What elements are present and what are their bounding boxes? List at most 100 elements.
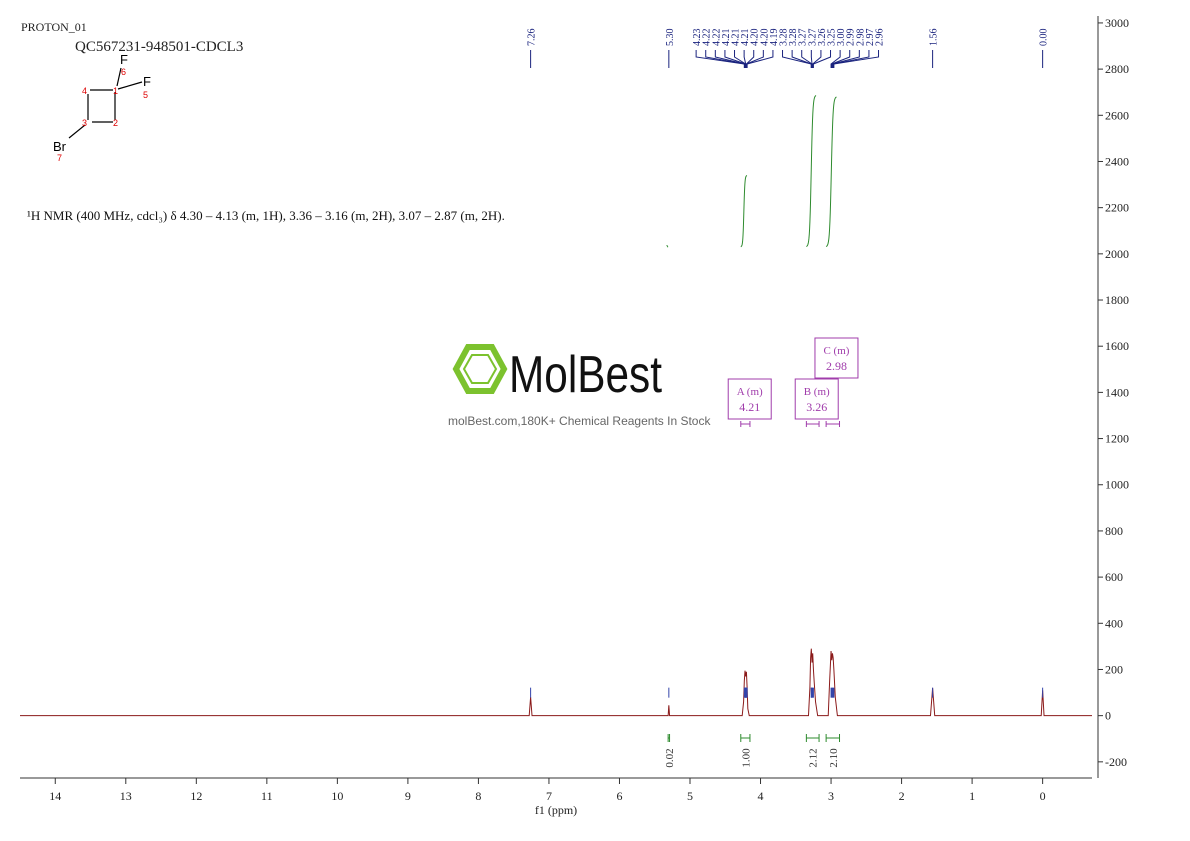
experiment-title: PROTON_01 [21,20,87,34]
x-tick-label: 12 [190,789,202,803]
peak-label: 4.23 [692,29,703,47]
x-tick-label: 9 [405,789,411,803]
y-tick-label: 800 [1105,524,1123,538]
multiplet-range [740,421,751,427]
peak-leader [743,50,747,68]
integral-curve [825,96,837,247]
x-tick-label: 0 [1040,789,1046,803]
nmr-description: ¹H NMR (400 MHz, cdcl₃) δ 4.30 – 4.13 (m… [27,208,505,223]
atom-label: F [143,74,151,89]
multiplet-label: A (m) [737,386,763,398]
integral-label: 1.00 [740,748,752,768]
multiplet-shift: 3.26 [806,400,827,414]
spectrum-line [20,648,1092,717]
peak-label: 4.21 [721,29,732,47]
atom-number: 4 [82,86,87,96]
peak-label: 4.21 [740,29,751,47]
multiplet-box [814,337,859,379]
y-tick-label: 400 [1105,616,1123,630]
integral-curve [740,175,748,248]
peak-label: 3.25 [827,29,838,47]
x-tick-label: 14 [49,789,61,803]
x-tick-label: 7 [546,789,552,803]
peak-label: 4.20 [759,29,770,47]
multiplet-range [805,421,820,427]
peak-leader [745,50,764,68]
x-tick-label: 6 [616,789,622,803]
peak-leader [833,50,880,68]
y-tick-label: 2200 [1105,201,1129,215]
atom-number: 7 [57,153,62,163]
x-axis-label: f1 (ppm) [535,803,577,817]
integral-bracket [740,734,751,742]
y-tick-label: 1600 [1105,339,1129,353]
x-tick-label: 10 [331,789,343,803]
peak-label: 4.22 [702,29,713,47]
peak-leader [695,50,745,68]
x-tick-label: 5 [687,789,693,803]
bond [117,81,143,90]
atom-number: 1 [113,86,118,96]
sample-name: QC567231-948501-CDCL3 [75,39,243,55]
atom-label: F [120,52,128,67]
atom-number: 6 [121,67,126,77]
integral-label: 2.10 [828,748,840,768]
multiplet-label: C (m) [823,345,849,357]
integral-bracket [825,734,841,742]
y-tick-label: 2600 [1105,108,1129,122]
peak-label: 5.30 [665,29,676,47]
x-tick-label: 8 [475,789,481,803]
integral-curve [666,244,669,248]
multiplet-label: B (m) [804,386,830,398]
y-tick-label: 2800 [1105,62,1129,76]
y-tick-label: 1400 [1105,385,1129,399]
multiplet-shift: 4.21 [739,400,760,414]
y-tick-label: 0 [1105,709,1111,723]
molecule [68,67,143,139]
watermark: MolBest molBest.com,180K+ Chemical Reage… [448,344,711,428]
peak-label: 4.22 [711,29,722,47]
multiplet-shift: 2.98 [826,359,847,373]
multiplet-box [727,378,772,420]
peak-leader [832,50,870,68]
peak-leader [812,50,832,68]
logo [462,354,498,384]
peak-label: 2.96 [875,29,886,47]
integral-bracket [805,734,820,742]
peak-label: 2.99 [846,29,857,47]
y-tick-label: 2400 [1105,154,1129,168]
peak-label: 2.98 [855,29,866,47]
y-tick-label: -200 [1105,755,1127,769]
y-tick-label: 1000 [1105,478,1129,492]
integral-label: 2.12 [808,748,820,767]
atom-label: Br [53,139,67,154]
y-tick-label: 200 [1105,662,1123,676]
atom-number: 2 [113,118,118,128]
peak-label: 0.00 [1039,29,1050,47]
y-tick-label: 2000 [1105,247,1129,261]
atom-labels: F F Br 1 2 3 4 5 6 7 [53,52,151,163]
peak-label: 4.19 [769,29,780,47]
peak-label: 4.20 [750,29,761,47]
peak-leader [831,50,860,68]
peak-leader [830,50,841,68]
integral-bracket [667,734,671,742]
integral-curve [806,95,817,247]
peak-leader [724,50,747,68]
peak-leader [812,50,822,68]
bond [116,67,122,87]
peak-label: 3.27 [798,29,809,47]
peak-label: 3.27 [807,29,818,47]
x-tick-label: 1 [969,789,975,803]
y-tick-label: 1200 [1105,432,1129,446]
peak-label: 1.56 [929,29,940,47]
x-tick-label: 11 [261,789,273,803]
x-tick-label: 4 [758,789,764,803]
bond [68,124,86,139]
peak-label: 3.28 [788,29,799,47]
peak-label: 2.97 [865,29,876,47]
x-tick-label: 3 [828,789,834,803]
watermark-tagline: molBest.com,180K+ Chemical Reagents In S… [448,414,711,428]
y-tick-label: 3000 [1105,16,1129,30]
